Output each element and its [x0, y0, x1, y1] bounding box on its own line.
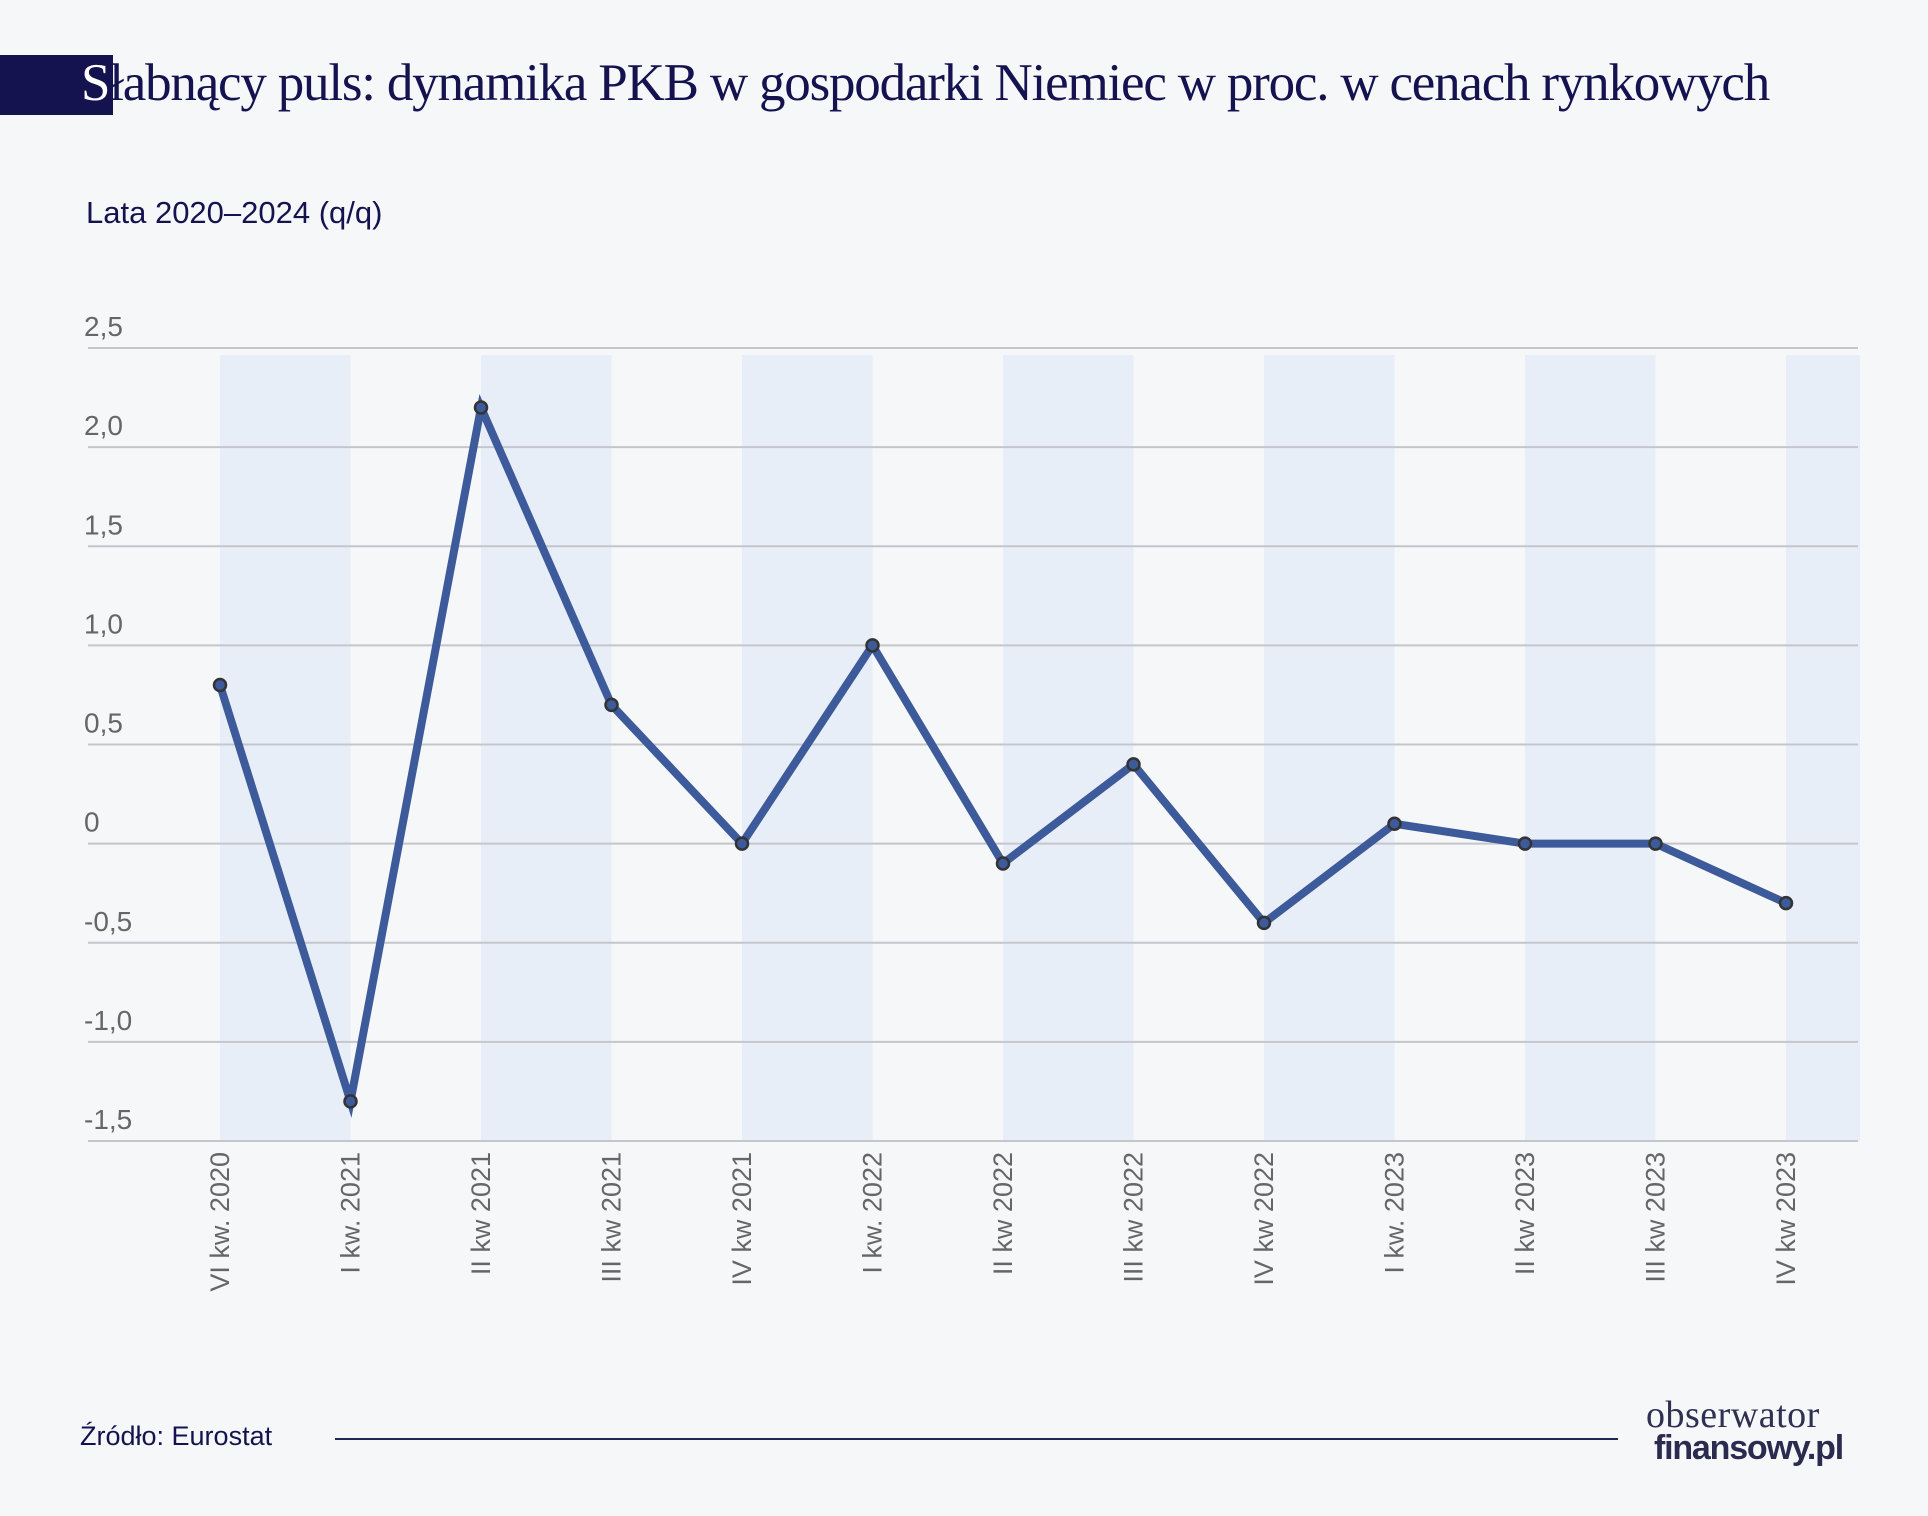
x-tick-label: IV kw 2023 — [1771, 1152, 1801, 1286]
x-axis-ticks: VI kw. 2020 I kw. 2021 II kw 2021 III kw 20… — [205, 1152, 1801, 1292]
logo-text-top: obserwator — [1646, 1394, 1820, 1436]
x-tick-label: III kw 2023 — [1641, 1152, 1671, 1283]
column-band — [1003, 355, 1134, 1141]
chart-title: Słabnący puls: dynamika PKB w gospodarki… — [81, 48, 1770, 118]
column-band — [1264, 355, 1395, 1141]
x-tick-label: III kw 2022 — [1119, 1152, 1149, 1283]
y-tick-label: 1,0 — [84, 608, 123, 639]
x-tick-label: VI kw. 2020 — [205, 1152, 235, 1292]
logo-text-bottom: finansowy.pl — [1654, 1429, 1844, 1467]
y-tick-label: 1,5 — [84, 509, 123, 540]
data-point — [212, 677, 228, 693]
data-point — [1387, 816, 1402, 832]
x-tick-label: IV kw 2022 — [1249, 1152, 1279, 1286]
x-tick-label: II kw 2021 — [466, 1152, 496, 1275]
y-tick-label: -1,5 — [84, 1104, 132, 1135]
y-tick-label: 2,0 — [84, 410, 123, 441]
x-tick-label: IV kw 2021 — [727, 1152, 757, 1286]
chart-subtitle: Lata 2020–2024 (q/q) — [86, 195, 383, 230]
x-tick-label: I kw. 2022 — [858, 1152, 888, 1274]
x-tick-label: I kw. 2021 — [336, 1152, 366, 1274]
y-tick-label: -0,5 — [84, 906, 132, 937]
data-point — [1778, 895, 1794, 911]
column-band — [481, 355, 612, 1141]
title-text: łabnący puls: dynamika PKB w gospodarki … — [109, 54, 1770, 112]
y-tick-label: 0 — [84, 807, 100, 838]
column-band — [1786, 355, 1860, 1141]
data-point — [734, 836, 750, 851]
y-tick-label: 2,5 — [84, 311, 123, 342]
data-point — [1126, 757, 1141, 772]
data-point — [865, 638, 880, 653]
x-tick-label: II kw 2022 — [988, 1152, 1018, 1275]
data-series — [212, 394, 1794, 1118]
data-point — [1648, 836, 1663, 851]
data-point — [343, 1094, 358, 1109]
publisher-logo: obserwator finansowy.pl — [1646, 1394, 1876, 1467]
source-note: Źródło: Eurostat — [80, 1421, 273, 1451]
title-accent-block — [0, 55, 113, 115]
data-point — [473, 400, 489, 415]
data-point — [604, 697, 619, 713]
line-chart: 2,5 2,0 1,5 1,0 0,5 0 -0,5 -1,0 -1,5 VI kw. 2020… — [84, 311, 1860, 1292]
y-tick-label: 0,5 — [84, 708, 123, 739]
column-band — [1525, 355, 1656, 1141]
x-tick-label: I kw. 2023 — [1380, 1152, 1410, 1274]
data-point — [1517, 836, 1533, 851]
x-tick-label: II kw 2023 — [1510, 1152, 1540, 1275]
data-point — [1256, 915, 1272, 931]
y-tick-label: -1,0 — [84, 1005, 132, 1036]
footer-divider — [335, 1438, 1618, 1440]
y-axis-ticks: 2,5 2,0 1,5 1,0 0,5 0 -0,5 -1,0 -1,5 — [84, 311, 132, 1135]
x-tick-label: III kw 2021 — [597, 1152, 627, 1283]
data-point — [995, 856, 1011, 871]
title-first-letter: S — [81, 54, 110, 112]
